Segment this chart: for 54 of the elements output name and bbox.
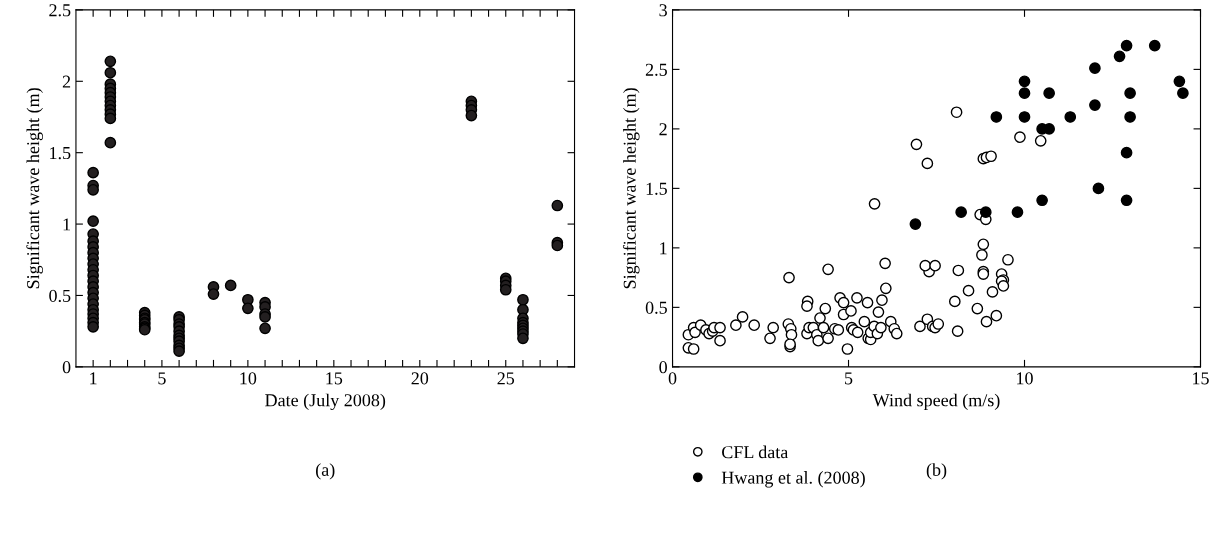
point (1148, 39, 1161, 52)
y-axis-title: Significant wave height (m) (622, 88, 640, 289)
x-tick-label: 5 (845, 372, 853, 385)
y-tick-label: 1 (63, 218, 71, 231)
y-tick-label: 0 (659, 361, 667, 374)
point (990, 111, 1003, 123)
point (1089, 62, 1101, 75)
y-tick-label: 1.5 (646, 182, 667, 195)
y-tick-label: 2 (659, 123, 667, 136)
point (1124, 111, 1136, 123)
x-tick-label: 10 (1017, 372, 1033, 385)
point (1120, 194, 1133, 207)
point (955, 206, 967, 219)
x-axis-title: Date (July 2008) (265, 393, 386, 411)
point (1043, 87, 1055, 100)
y-tick-label: 1 (660, 242, 667, 255)
point (1113, 50, 1126, 63)
point (1018, 87, 1031, 100)
y-axis-title: Significant wave height (m) (26, 88, 43, 289)
point (1011, 206, 1024, 219)
point (1089, 99, 1101, 111)
x-tick-label: 25 (497, 372, 515, 385)
point (1018, 111, 1031, 123)
x-tick-label: 0 (668, 372, 677, 385)
y-tick-label: 2.5 (49, 4, 71, 17)
point (1120, 146, 1133, 159)
point (1177, 87, 1189, 100)
y-tick-label: 3 (659, 4, 667, 17)
point (1064, 111, 1077, 123)
legend-label: Hwang et al. (2008) (721, 471, 865, 488)
x-tick-label: 20 (411, 372, 429, 385)
x-tick-label: 5 (158, 372, 166, 385)
point (1124, 87, 1136, 100)
y-tick-label: 0.5 (49, 289, 71, 302)
x-tick-label: 10 (240, 372, 257, 385)
point (1120, 39, 1133, 52)
text: (a) (316, 463, 335, 480)
x-axis-title: Wind speed (m/s) (872, 393, 1000, 411)
y-tick-label: 2.5 (645, 63, 667, 76)
point (1036, 194, 1048, 207)
x-tick-label: 1 (90, 372, 97, 385)
point (1092, 182, 1105, 195)
point (909, 218, 922, 230)
y-tick-label: 0.5 (645, 301, 667, 314)
legend-label: CFL data (722, 445, 789, 459)
x-tick-label: 15 (1193, 372, 1209, 385)
point (1018, 75, 1031, 88)
y-tick-label: 1.5 (50, 147, 71, 160)
y-tick-label: 2 (62, 75, 71, 88)
text: (b) (926, 463, 947, 480)
point (979, 206, 992, 219)
x-tick-label: 15 (326, 372, 343, 385)
point (1173, 75, 1186, 88)
y-tick-label: 0 (62, 361, 71, 374)
